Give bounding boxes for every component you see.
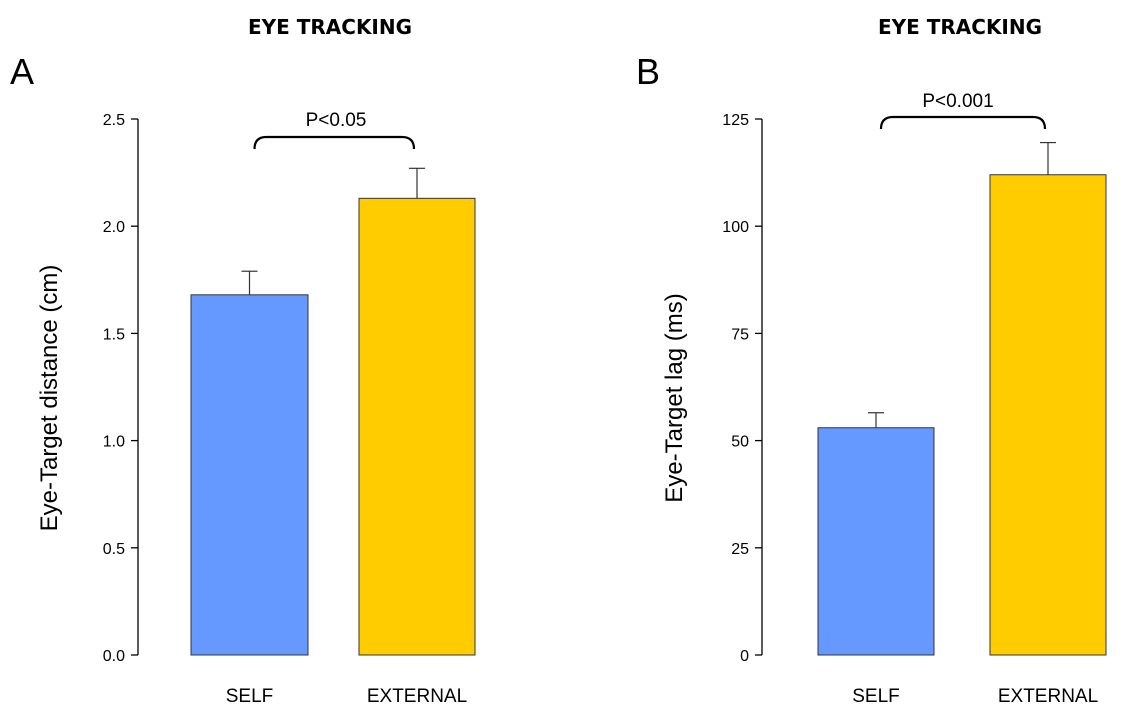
panel-a-y-tick-label: 0.0: [103, 648, 125, 665]
panel-a-y-tick-label: 2.0: [103, 219, 125, 236]
panel-a-category-label: EXTERNAL: [367, 686, 467, 707]
panel-b-y-tick-label: 75: [731, 326, 749, 343]
panel-a-y-axis-label: Eye-Target distance (cm): [36, 265, 63, 532]
panel-a-significance-label: P<0.05: [306, 110, 367, 131]
panel-b-y-tick-label: 0: [740, 648, 749, 665]
panel-a-title: EYE TRACKING: [248, 15, 412, 39]
panel-b-y-tick-label: 100: [722, 219, 749, 236]
panel-b-category-label: SELF: [852, 686, 900, 707]
panel-a-bar-external: [358, 197, 476, 656]
panel-b-y-tick-label: 50: [731, 434, 749, 451]
panel-a-y-tick-label: 1.0: [103, 434, 125, 451]
panel-a: EYE TRACKING A Eye-Target distance (cm) …: [10, 15, 476, 707]
panel-a-y-tick-label: 2.5: [103, 112, 125, 129]
panel-b-category-label: EXTERNAL: [998, 686, 1098, 707]
panel-a-significance-bracket: [253, 135, 416, 150]
panel-b: EYE TRACKING B Eye-Target lag (ms) P<0.0…: [636, 15, 1107, 707]
panel-b-bar-external: [989, 174, 1107, 656]
panel-b-bar-self: [817, 427, 935, 656]
panel-b-title: EYE TRACKING: [878, 15, 1042, 39]
panel-a-marks: 0.0 0.5 1.0 1.5 2.0 2.5 SELF EXTERNAL: [103, 112, 476, 707]
panel-a-category-label: SELF: [226, 686, 274, 707]
panel-a-y-tick-label: 0.5: [103, 541, 125, 558]
panel-b-y-tick-label: 25: [731, 541, 749, 558]
panel-b-significance-label: P<0.001: [922, 91, 993, 112]
panel-b-label: B: [636, 51, 660, 92]
panel-a-bar-self: [190, 294, 309, 656]
panel-b-marks: 0 25 50 75 100 125 SELF EXTERNAL: [722, 112, 1107, 707]
panel-b-significance-bracket: [879, 115, 1047, 130]
panel-a-y-tick-label: 1.5: [103, 326, 125, 343]
panel-a-label: A: [10, 51, 34, 92]
panel-b-y-tick-label: 125: [722, 112, 749, 129]
panel-b-y-axis-label: Eye-Target lag (ms): [661, 293, 688, 502]
